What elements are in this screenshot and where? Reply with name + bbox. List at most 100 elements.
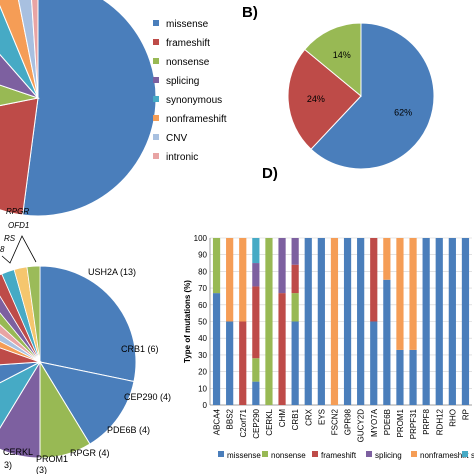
- pie-a-slice-missense: [22, 0, 157, 217]
- panel-label-b: B): [242, 4, 258, 21]
- legend-a-label-nonsense: nonsense: [166, 57, 210, 68]
- y-tick-90: 90: [198, 251, 207, 260]
- pie-c-slice-ush2a: [39, 265, 137, 383]
- bar-prpf31-missense: [409, 349, 417, 405]
- pie-b-slice-missense: [310, 22, 435, 170]
- gene-list-c: RPGR OFD1 RS 8: [0, 207, 37, 264]
- y-tick-40: 40: [198, 334, 207, 343]
- pie-labels-c: USH2A (13) CRB1 (6) CEP290 (4) PDE6B (4) RPG…: [3, 267, 171, 474]
- bar-bbs2-nonframeshift: [226, 238, 234, 322]
- x-tick-rdh12: RDH12: [435, 408, 444, 435]
- bar-cep290-synonymous: [252, 238, 260, 264]
- legend-a-swatch-nonframeshift: [153, 115, 159, 121]
- x-tick-rho: RHO: [448, 409, 457, 427]
- bar-pde6b-nonframeshift: [383, 238, 391, 280]
- pie-b-value-nonsense: 14%: [333, 50, 351, 60]
- pie-c-label-cep290: CEP290 (4): [124, 392, 171, 402]
- x-tick-pde6b: PDE6B: [383, 409, 392, 435]
- pie-c-slice-crb1: [38, 361, 135, 445]
- x-tick-abca4: ABCA4: [213, 408, 222, 435]
- legend-a-label-intronic: intronic: [166, 152, 198, 163]
- x-tick-fscn2: FSCN2: [330, 408, 339, 435]
- y-tick-80: 80: [198, 267, 207, 276]
- y-tick-100: 100: [194, 234, 208, 243]
- bar-c2orf71-frameshift: [239, 321, 247, 405]
- bar-cep290-splicing: [252, 263, 260, 287]
- x-tick-cerkl: CERKL: [265, 408, 274, 435]
- pie-b-value-frameshift: 24%: [307, 94, 325, 104]
- bar-bbs2-missense: [226, 321, 234, 405]
- legend-d-label-missense: missense: [227, 451, 261, 460]
- panel-label-d: D): [262, 165, 278, 182]
- y-tick-0: 0: [203, 401, 208, 410]
- bar-prpf31-nonframeshift: [409, 238, 417, 350]
- gene-list-bracket: [1, 235, 37, 264]
- legend-a-swatch-frameshift: [153, 39, 159, 45]
- x-tick-cep290: CEP290: [252, 408, 261, 438]
- bar-prpf8-missense: [422, 238, 430, 405]
- bar-prom1-missense: [396, 349, 404, 405]
- y-tick-60: 60: [198, 301, 207, 310]
- legend-d-swatch-frameshift: [312, 451, 318, 457]
- pie-a-slice-nonsense: [0, 84, 40, 107]
- legend-a-swatch-nonsense: [153, 58, 159, 64]
- y-tick-30: 30: [198, 351, 207, 360]
- legend-a-label-splicing: splicing: [166, 76, 199, 87]
- legend-a-swatch-cnv: [153, 134, 159, 140]
- gene-label-rpgr: RPGR: [6, 207, 29, 216]
- x-tick-chm: CHM: [278, 409, 287, 428]
- y-axis-title: Type of mutations (%): [183, 280, 192, 363]
- pie-chart-b: 62% 24% 14%: [287, 22, 435, 170]
- x-tick-eys: EYS: [317, 409, 326, 425]
- y-tick-50: 50: [198, 318, 207, 327]
- bar-cep290-nonsense: [252, 358, 260, 382]
- bar-gpr98-missense: [343, 238, 352, 405]
- bar-pde6b-missense: [383, 279, 391, 405]
- bar-rp-missense: [461, 238, 470, 405]
- x-tick-myo7a: MYO7A: [370, 408, 379, 437]
- pie-a-slice-nonframeshift: [0, 0, 39, 99]
- pie-c-label-prom1-count: (3): [36, 465, 47, 474]
- legend-d-label-synony: synony: [471, 451, 474, 460]
- y-tick-10: 10: [198, 384, 207, 393]
- x-tick-rp: RP: [461, 409, 470, 420]
- pie-c-label-cerkl-count: 3): [4, 460, 12, 470]
- legend-d-label-nonsense: nonsense: [271, 451, 306, 460]
- legend-d-label-splicing: splicing: [375, 451, 402, 460]
- legend-a-label-frameshift: frameshift: [166, 38, 210, 49]
- legend-a-swatch-missense: [153, 20, 159, 26]
- pie-c-label-rpgr: RPGR (4): [70, 448, 110, 458]
- x-tick-gpr98: GPR98: [344, 408, 353, 435]
- x-tick-crb1: CRB1: [291, 408, 300, 430]
- bar-crb1-nonsense: [291, 293, 299, 322]
- pie-a-slice-frameshift: [0, 97, 39, 216]
- legend-a-swatch-synonymous: [153, 96, 159, 102]
- legend-a-label-cnv: CNV: [166, 133, 187, 144]
- legend-d-label-frameshift: frameshift: [321, 451, 357, 460]
- pie-c-slice-prom1: [0, 361, 41, 384]
- bar-abca4-nonsense: [212, 238, 221, 294]
- legend-a-label-synonymous: synonymous: [166, 95, 222, 106]
- legend-a-label-missense: missense: [166, 19, 209, 30]
- pie-b-slice-frameshift: [287, 48, 362, 150]
- bar-crx-missense: [304, 238, 312, 405]
- pie-c-label-pde6b: PDE6B (4): [107, 425, 150, 435]
- bar-cep290-missense: [252, 381, 260, 405]
- bar-rho-missense: [448, 238, 456, 405]
- legend-d-swatch-splicing: [366, 451, 372, 457]
- pie-a-slice-intronic: [31, 0, 39, 99]
- bar-rdh12-missense: [435, 238, 443, 405]
- bar-abca4-missense: [212, 293, 221, 405]
- bar-c2orf71-nonframeshift: [239, 238, 247, 322]
- x-tick-crx: CRX: [304, 408, 313, 426]
- bar-crb1-splicing: [291, 238, 299, 265]
- legend-a: missense frameshift nonsense splicing synony…: [153, 19, 227, 163]
- pie-c-slice-pde6b: [0, 360, 41, 459]
- legend-a-swatch-splicing: [153, 77, 159, 83]
- y-tick-20: 20: [198, 368, 207, 377]
- x-tick-gucy2d: GUCY2D: [357, 409, 366, 443]
- x-tick-prpf8: PRPF8: [422, 408, 431, 434]
- bar-myo7a-frameshift: [370, 238, 378, 322]
- stacked-bar-chart-d: 0 10 20 30 40 50 60 70 80 90 100 Type of mutations …: [183, 234, 474, 460]
